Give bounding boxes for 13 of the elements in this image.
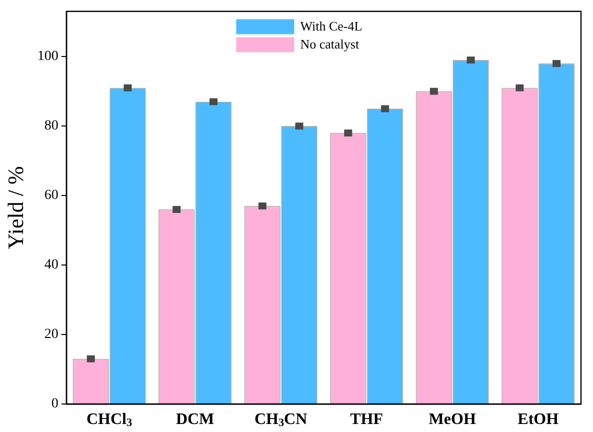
- y-tick-label: 60: [44, 188, 58, 204]
- y-tick-label: 80: [44, 118, 58, 134]
- x-tick-label: MeOH: [428, 411, 476, 428]
- legend-label: With Ce-4L: [300, 18, 362, 34]
- x-tick-label: THF: [350, 411, 384, 428]
- y-tick-label: 20: [44, 327, 58, 342]
- x-tick-label: EtOH: [518, 411, 560, 428]
- x-tick-label: DCM: [176, 411, 214, 428]
- y-tick-label: 0: [51, 396, 58, 412]
- y-axis-title: Yield / %: [2, 166, 28, 250]
- y-tick-label: 40: [44, 258, 58, 273]
- legend-label: No catalyst: [300, 36, 360, 52]
- y-tick-label: 100: [37, 49, 58, 64]
